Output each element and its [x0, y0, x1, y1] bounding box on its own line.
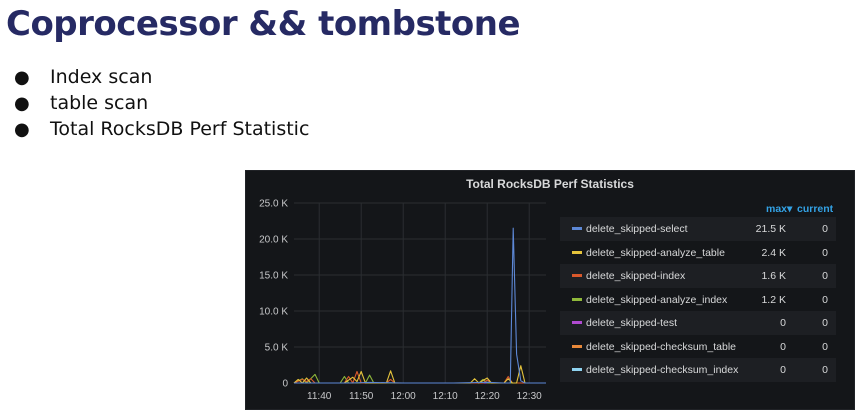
- legend-current-value: 0: [822, 364, 828, 376]
- bullet-dot-icon: ●: [14, 67, 30, 88]
- legend-series-name[interactable]: delete_skipped-checksum_table: [586, 340, 737, 353]
- panel-title[interactable]: Total RocksDB Perf Statistics: [466, 177, 634, 191]
- legend-row[interactable]: delete_skipped-index 1.6 K 0: [560, 264, 836, 288]
- sort-desc-icon: ▾: [787, 203, 793, 215]
- legend-table: max▾ current delete_skipped-select 21.5 K…: [560, 201, 836, 382]
- legend-max-value: 0: [780, 317, 786, 329]
- legend-row[interactable]: delete_skipped-select 21.5 K 0: [560, 217, 836, 241]
- legend-row[interactable]: delete_skipped-analyze_table 2.4 K 0: [560, 241, 836, 265]
- series-color-swatch[interactable]: [572, 250, 582, 254]
- bullet-text: Total RocksDB Perf Statistic: [50, 118, 310, 140]
- series-color-swatch[interactable]: [572, 297, 582, 301]
- legend-current-value: 0: [822, 246, 828, 259]
- legend-max-header: max: [766, 203, 788, 215]
- legend-current-value: 0: [822, 223, 828, 235]
- legend-max-value: 0: [780, 364, 786, 376]
- legend-current-value: 0: [822, 317, 828, 329]
- bullet-text: Index scan: [50, 66, 153, 88]
- y-tick-label: 15.0 K: [259, 271, 288, 282]
- y-tick-label: 20.0 K: [259, 235, 288, 246]
- bullet-item: ● Total RocksDB Perf Statistic: [14, 116, 309, 142]
- bullet-item: ● table scan: [14, 90, 309, 116]
- x-tick-label: 12:20: [475, 391, 500, 402]
- x-tick-label: 12:00: [391, 391, 416, 402]
- y-tick-label: 5.0 K: [265, 343, 289, 354]
- bullet-dot-icon: ●: [14, 119, 30, 140]
- legend-row[interactable]: delete_skipped-test 0 0: [560, 311, 836, 335]
- y-tick-label: 10.0 K: [259, 307, 288, 318]
- legend-series-name[interactable]: delete_skipped-analyze_index: [586, 293, 728, 306]
- series-line: [293, 365, 546, 384]
- x-tick-label: 12:30: [517, 391, 542, 402]
- series-color-swatch[interactable]: [572, 368, 582, 371]
- y-tick-label: 25.0 K: [259, 199, 288, 210]
- legend-row[interactable]: delete_skipped-analyze_index 1.2 K 0: [560, 288, 836, 312]
- bullet-text: table scan: [50, 92, 149, 114]
- legend-series-name[interactable]: delete_skipped-analyze_table: [586, 246, 725, 259]
- legend-series-name[interactable]: delete_skipped-test: [586, 317, 678, 329]
- legend-max-value: 1.6 K: [761, 270, 786, 282]
- series-line: [294, 227, 546, 384]
- legend-series-name[interactable]: delete_skipped-checksum_index: [586, 364, 739, 376]
- bullet-dot-icon: ●: [14, 93, 30, 114]
- series-color-swatch[interactable]: [572, 227, 582, 230]
- x-tick-label: 11:50: [349, 391, 374, 402]
- y-tick-label: 0: [282, 379, 288, 390]
- bullet-list: ● Index scan ● table scan ● Total RocksDB P…: [14, 64, 309, 142]
- series-color-swatch[interactable]: [572, 274, 582, 277]
- grafana-panel[interactable]: Total RocksDB Perf Statistics 0 5.0 K 10.0…: [245, 170, 855, 410]
- legend-sort-current-button[interactable]: current: [797, 203, 834, 215]
- series-color-swatch[interactable]: [572, 321, 582, 324]
- legend-max-value: 21.5 K: [755, 223, 786, 235]
- x-tick-label: 11:40: [307, 391, 332, 402]
- legend-max-value: 2.4 K: [761, 246, 786, 259]
- bullet-item: ● Index scan: [14, 64, 309, 90]
- legend-series-name[interactable]: delete_skipped-index: [586, 270, 686, 282]
- legend-current-value: 0: [822, 293, 828, 306]
- legend-row[interactable]: delete_skipped-checksum_table 0 0: [560, 335, 836, 359]
- slide-title: Coprocessor && tombstone: [6, 4, 521, 44]
- legend-sort-max-button[interactable]: max▾: [766, 203, 792, 215]
- legend-header: max▾ current: [560, 201, 836, 217]
- series-color-swatch[interactable]: [572, 344, 582, 348]
- legend-series-name[interactable]: delete_skipped-select: [586, 223, 688, 235]
- legend-max-value: 0: [780, 340, 786, 353]
- legend-current-value: 0: [822, 270, 828, 282]
- legend-row[interactable]: delete_skipped-checksum_index 0 0: [560, 358, 836, 382]
- legend-current-value: 0: [822, 340, 828, 353]
- chart-plot[interactable]: 0 5.0 K 10.0 K 15.0 K 20.0 K 25.0 K 11:40 11:50…: [246, 171, 556, 409]
- legend-max-value: 1.2 K: [761, 293, 786, 306]
- series-line: [293, 370, 546, 384]
- x-tick-label: 12:10: [433, 391, 458, 402]
